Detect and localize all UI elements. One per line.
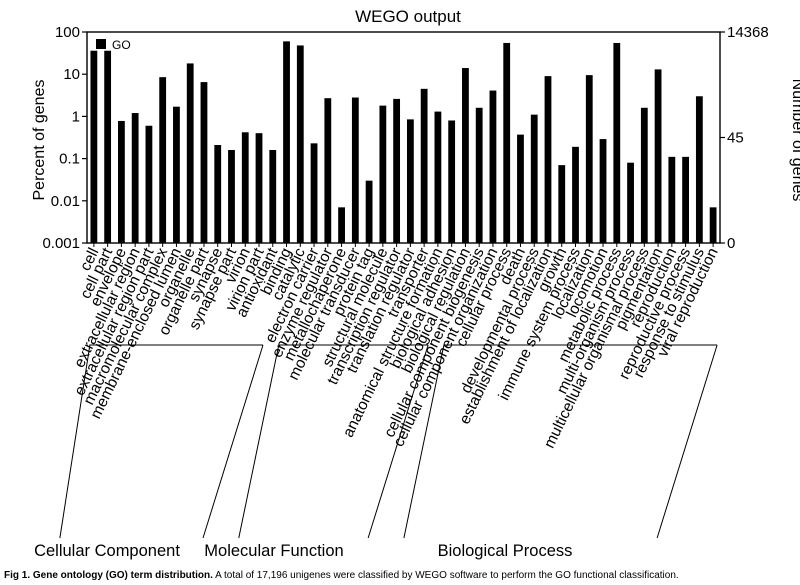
bar (530, 114, 538, 243)
bar (104, 50, 112, 244)
bar (709, 207, 717, 243)
group-bracket (238, 344, 429, 539)
bar (145, 125, 153, 243)
bar (173, 106, 180, 244)
bar (517, 134, 524, 243)
bar (186, 63, 194, 243)
bar (434, 111, 442, 244)
bar (613, 42, 621, 243)
bar (448, 120, 456, 243)
bar (585, 75, 593, 243)
legend: GO (96, 38, 131, 52)
bar (90, 50, 98, 244)
bar (393, 98, 401, 243)
caption-text: A total of 17,196 unigenes were classifi… (212, 570, 679, 581)
bar (462, 68, 469, 244)
bar (503, 42, 511, 243)
bar (572, 146, 579, 243)
chart-title: WEGO output (355, 7, 461, 26)
bar (489, 90, 497, 243)
group-bracket (59, 344, 264, 539)
y-left-tick-label: 0.001 (42, 235, 80, 252)
figure-caption: Fig 1. Gene ontology (GO) term distribut… (4, 570, 679, 581)
bar (296, 45, 304, 244)
bar (640, 107, 648, 244)
y-right-tick-label: 14368 (727, 24, 769, 41)
y-axis-right-label: Number of genes (789, 79, 800, 202)
bar (131, 113, 139, 243)
plot-frame (86, 31, 721, 244)
y-right-tick-label: 45 (727, 130, 744, 147)
group-label: Molecular Function (204, 542, 343, 560)
bar (558, 165, 566, 243)
category-groups: Cellular Component Molecular Function Biol… (34, 344, 718, 560)
y-left-tick-label: 0.01 (51, 193, 80, 210)
bar (283, 41, 290, 244)
bar (118, 120, 125, 243)
bar (682, 156, 689, 243)
bar (338, 207, 345, 243)
y-left-tick-label: 1 (72, 108, 80, 125)
legend-label: GO (112, 38, 131, 52)
bar (255, 133, 263, 243)
bar (627, 162, 634, 243)
y-left-tick-label: 0.1 (59, 151, 80, 168)
bar (599, 139, 607, 243)
caption-lead: Fig 1. Gene ontology (GO) term distribut… (4, 570, 213, 581)
bar (544, 76, 552, 243)
bar (654, 69, 662, 243)
bar (324, 98, 332, 244)
bar (475, 107, 483, 244)
y-left-tick-label: 100 (55, 24, 80, 41)
bar (351, 97, 359, 243)
bar (269, 149, 277, 243)
y-axis-left-label: Percent of genes (31, 80, 48, 201)
bar (406, 119, 414, 243)
bar (214, 145, 222, 243)
bar (365, 180, 373, 243)
bar (241, 132, 249, 243)
go-bar-chart: WEGO output Percent of genes Number of g… (31, 7, 800, 560)
bar (379, 105, 387, 243)
bar (668, 156, 676, 243)
bar (200, 82, 208, 243)
group-label: Biological Process (438, 542, 573, 560)
bar (159, 77, 167, 243)
y-right-tick-label: 0 (727, 235, 735, 252)
y-left-tick-label: 10 (63, 66, 80, 83)
group-label: Cellular Component (34, 542, 180, 560)
bar (420, 88, 428, 243)
bar (228, 149, 235, 243)
bar (310, 143, 318, 243)
legend-swatch (96, 39, 106, 49)
group-bracket (403, 344, 718, 539)
bar (695, 96, 703, 244)
